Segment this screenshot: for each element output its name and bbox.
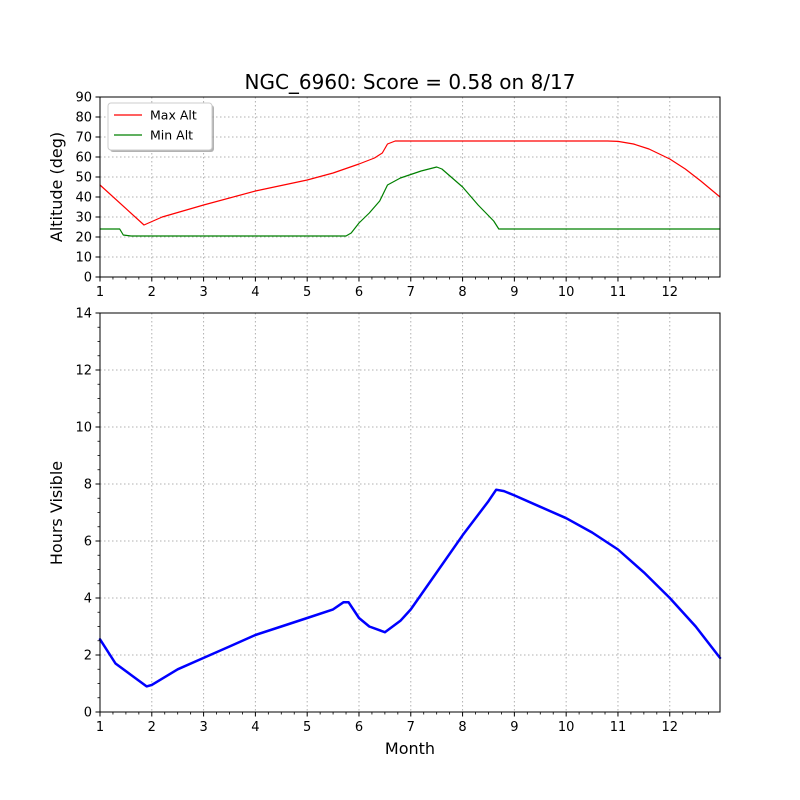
legend: Max Alt Min Alt — [107, 102, 214, 152]
x-tick-label: 4 — [251, 285, 259, 300]
y-tick-label: 8 — [84, 478, 92, 493]
legend-label: Min Alt — [150, 128, 193, 143]
x-tick-label: 5 — [303, 720, 311, 735]
y-tick-label: 20 — [75, 231, 92, 246]
y-tick-label: 60 — [75, 151, 92, 166]
x-tick-label: 3 — [199, 285, 207, 300]
y-tick-label: 14 — [75, 307, 92, 322]
x-tick-label: 8 — [458, 285, 466, 300]
x-tick-label: 4 — [251, 720, 259, 735]
x-tick-label: 8 — [458, 720, 466, 735]
y-tick-label: 4 — [84, 592, 92, 607]
y-tick-label: 0 — [84, 271, 92, 286]
y-tick-label: 50 — [75, 171, 92, 186]
y-tick-label: 40 — [75, 191, 92, 206]
x-tick-label: 7 — [407, 285, 415, 300]
legend-label: Max Alt — [150, 108, 197, 123]
y-tick-label: 6 — [84, 535, 92, 550]
x-tick-label: 10 — [558, 720, 575, 735]
bottom-xlabel: Month — [385, 739, 435, 758]
x-tick-label: 6 — [355, 720, 363, 735]
x-tick-label: 7 — [407, 720, 415, 735]
y-tick-label: 90 — [75, 91, 92, 106]
series-line-max-alt — [99, 140, 721, 226]
bottom-ylabel: Hours Visible — [47, 461, 66, 565]
x-tick-label: 11 — [610, 285, 627, 300]
plot-frame — [99, 312, 721, 713]
x-tick-label: 9 — [510, 285, 518, 300]
x-tick-label: 6 — [355, 285, 363, 300]
x-tick-label: 12 — [661, 720, 678, 735]
chart-title: NGC_6960: Score = 0.58 on 8/17 — [245, 70, 576, 94]
x-tick-label: 3 — [199, 720, 207, 735]
x-tick-label: 1 — [96, 720, 104, 735]
x-tick-label: 1 — [96, 285, 104, 300]
y-tick-label: 12 — [75, 364, 92, 379]
x-tick-label: 10 — [558, 285, 575, 300]
y-tick-label: 0 — [84, 706, 92, 721]
x-tick-label: 9 — [510, 720, 518, 735]
plot-frame — [99, 96, 721, 278]
top-ylabel: Altitude (deg) — [47, 132, 66, 242]
y-tick-label: 30 — [75, 211, 92, 226]
x-tick-label: 2 — [148, 720, 156, 735]
y-tick-label: 80 — [75, 111, 92, 126]
x-tick-label: 11 — [610, 720, 627, 735]
x-tick-label: 5 — [303, 285, 311, 300]
y-tick-label: 10 — [75, 251, 92, 266]
y-tick-label: 10 — [75, 421, 92, 436]
y-tick-label: 2 — [84, 649, 92, 664]
series-line-min-alt — [99, 166, 721, 237]
x-tick-label: 12 — [661, 285, 678, 300]
series-line-hours-visible — [98, 488, 722, 688]
y-tick-label: 70 — [75, 131, 92, 146]
x-tick-label: 2 — [148, 285, 156, 300]
